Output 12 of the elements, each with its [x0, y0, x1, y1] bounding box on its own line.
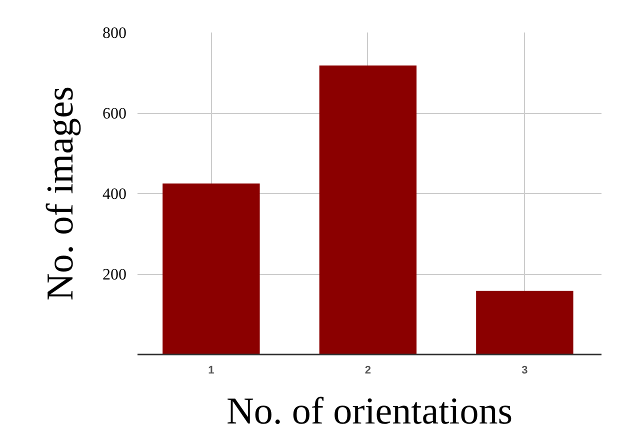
x-tick-label: 1 — [208, 364, 214, 376]
x-tick-label: 3 — [522, 364, 528, 376]
x-tick-label: 2 — [364, 364, 371, 376]
y-tick-label: 400 — [102, 186, 126, 203]
y-tick-label: 800 — [102, 25, 126, 42]
y-axis-title: No. of images — [40, 86, 82, 301]
bar — [476, 290, 574, 354]
y-tick-label: 600 — [102, 106, 126, 122]
y-tick-label: 200 — [102, 266, 126, 284]
x-axis-title: No. of orientations — [226, 390, 513, 432]
bar — [319, 66, 417, 354]
bar — [162, 183, 260, 354]
